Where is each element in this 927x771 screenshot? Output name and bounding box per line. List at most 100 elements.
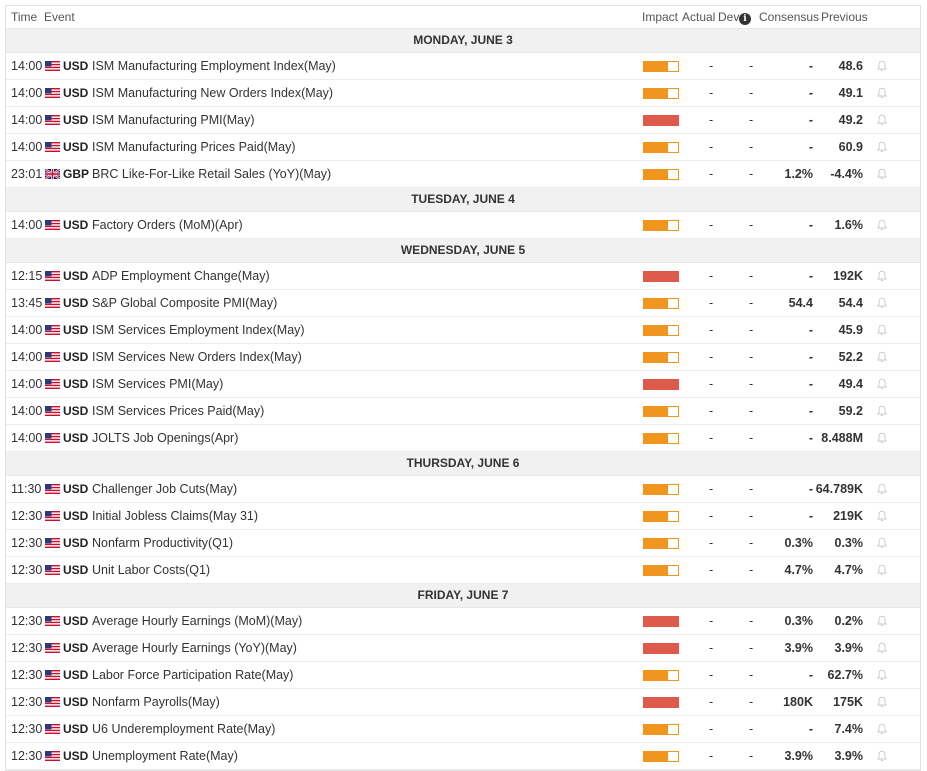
table-row[interactable]: 12:30 USD Labor Force Participation Rate(M… [6, 662, 920, 689]
header-dev[interactable]: Dev [718, 10, 740, 24]
bell-icon[interactable] [876, 483, 888, 495]
bell-icon[interactable] [876, 60, 888, 72]
header-consensus[interactable]: Consensus [759, 10, 820, 24]
bell-icon[interactable] [876, 750, 888, 762]
table-row[interactable]: 14:00 USD ISM Manufacturing PMI(May) - - - 49.… [6, 107, 920, 134]
event-name[interactable]: ISM Services Employment Index(May) [92, 323, 305, 337]
us-flag-icon [45, 643, 60, 653]
table-row[interactable]: 14:00 USD ISM Services Prices Paid(May) - - -… [6, 398, 920, 425]
event-name[interactable]: ISM Manufacturing New Orders Index(May) [92, 86, 334, 100]
event-name[interactable]: Initial Jobless Claims(May 31) [92, 509, 259, 523]
table-row[interactable]: 12:30 USD U6 Underemployment Rate(May) - - - 7… [6, 716, 920, 743]
table-row[interactable]: 14:00 USD ISM Manufacturing Prices Paid(Ma… [6, 134, 920, 161]
table-row[interactable]: 12:30 USD Unit Labor Costs(Q1) - - 4.7% 4.7% [6, 557, 920, 584]
impact-bar [643, 538, 679, 549]
event-name[interactable]: ISM Services New Orders Index(May) [92, 350, 302, 364]
table-row[interactable]: 14:00 USD ISM Manufacturing Employment Ind… [6, 53, 920, 80]
impact-bar [643, 511, 679, 522]
table-row[interactable]: 12:30 USD Unemployment Rate(May) - - 3.9% 3.9% [6, 743, 920, 770]
table-row[interactable]: 13:45 USD S&P Global Composite PMI(May) - - 5… [6, 290, 920, 317]
currency-code: USD [63, 86, 89, 100]
bell-icon[interactable] [876, 270, 888, 282]
bell-icon[interactable] [876, 324, 888, 336]
event-time: 11:30 [11, 482, 42, 496]
header-previous[interactable]: Previous [821, 10, 868, 24]
us-flag-icon [45, 298, 60, 308]
bell-icon[interactable] [876, 141, 888, 153]
day-header: FRIDAY, JUNE 7 [6, 584, 920, 608]
bell-icon[interactable] [876, 378, 888, 390]
event-time: 12:30 [11, 668, 43, 682]
table-row[interactable]: 12:30 USD Initial Jobless Claims(May 31) - -… [6, 503, 920, 530]
bell-icon[interactable] [876, 114, 888, 126]
header-impact[interactable]: Impact [642, 10, 679, 24]
event-name[interactable]: Factory Orders (MoM)(Apr) [92, 218, 243, 232]
event-name[interactable]: Average Hourly Earnings (YoY)(May) [92, 641, 297, 655]
table-row[interactable]: 12:15 USD ADP Employment Change(May) - - - 192… [6, 263, 920, 290]
table-row[interactable]: 14:00 USD ISM Services Employment Index(Ma… [6, 317, 920, 344]
us-flag-icon [45, 670, 60, 680]
event-name[interactable]: Unit Labor Costs(Q1) [92, 563, 211, 577]
event-name[interactable]: Nonfarm Payrolls(May) [92, 695, 220, 709]
consensus-value: - [808, 404, 813, 418]
event-name[interactable]: BRC Like-For-Like Retail Sales (YoY)(May… [92, 167, 332, 181]
bell-icon[interactable] [876, 219, 888, 231]
event-name[interactable]: ISM Services PMI(May) [92, 377, 224, 391]
table-row[interactable]: 12:30 USD Nonfarm Payrolls(May) - - 180K 175K [6, 689, 920, 716]
header-actual[interactable]: Actual [682, 10, 716, 24]
event-name[interactable]: ISM Manufacturing PMI(May) [92, 113, 255, 127]
us-flag-icon [45, 511, 60, 521]
bell-icon[interactable] [876, 168, 888, 180]
event-time: 14:00 [11, 431, 43, 445]
uk-flag-icon [45, 169, 60, 179]
event-name[interactable]: S&P Global Composite PMI(May) [92, 296, 278, 310]
impact-bar [643, 88, 679, 99]
bell-icon[interactable] [876, 432, 888, 444]
bell-icon[interactable] [876, 537, 888, 549]
deviation-value: - [749, 269, 754, 283]
event-name[interactable]: Challenger Job Cuts(May) [92, 482, 238, 496]
event-name[interactable]: Average Hourly Earnings (MoM)(May) [92, 614, 303, 628]
bell-icon[interactable] [876, 87, 888, 99]
bell-icon[interactable] [876, 669, 888, 681]
consensus-value: - [808, 323, 813, 337]
table-row[interactable]: 14:00 USD Factory Orders (MoM)(Apr) - - - 1.6% [6, 212, 920, 239]
bell-icon[interactable] [876, 351, 888, 363]
event-name[interactable]: ADP Employment Change(May) [92, 269, 270, 283]
table-row[interactable]: 14:00 USD ISM Services New Orders Index(Ma… [6, 344, 920, 371]
event-name[interactable]: ISM Manufacturing Employment Index(May) [92, 59, 336, 73]
table-row[interactable]: 12:30 USD Average Hourly Earnings (MoM)(Ma… [6, 608, 920, 635]
table-row[interactable]: 14:00 USD ISM Services PMI(May) - - - 49.4 [6, 371, 920, 398]
bell-icon[interactable] [876, 723, 888, 735]
table-row[interactable]: 12:30 USD Nonfarm Productivity(Q1) - - 0.3% 0.… [6, 530, 920, 557]
header-event[interactable]: Event [44, 10, 75, 24]
table-row[interactable]: 14:00 USD JOLTS Job Openings(Apr) - - -8.488M [6, 425, 920, 452]
table-row[interactable]: 12:30 USD Average Hourly Earnings (YoY)(Ma… [6, 635, 920, 662]
event-name[interactable]: ISM Manufacturing Prices Paid(May) [92, 140, 296, 154]
us-flag-icon [45, 352, 60, 362]
bell-icon[interactable] [876, 297, 888, 309]
table-row[interactable]: 11:30 USD Challenger Job Cuts(May) - - -64.78… [6, 476, 920, 503]
deviation-value: - [749, 641, 754, 655]
table-row[interactable]: 23:01 GBP BRC Like-For-Like Retail Sales (… [6, 161, 920, 188]
event-name[interactable]: JOLTS Job Openings(Apr) [92, 431, 239, 445]
bell-icon[interactable] [876, 642, 888, 654]
bell-icon[interactable] [876, 564, 888, 576]
table-row[interactable]: 14:00 USD ISM Manufacturing New Orders Ind… [6, 80, 920, 107]
bell-icon[interactable] [876, 696, 888, 708]
consensus-value: 0.3% [784, 536, 814, 550]
event-name[interactable]: ISM Services Prices Paid(May) [92, 404, 265, 418]
actual-value: - [709, 218, 714, 232]
bell-icon[interactable] [876, 510, 888, 522]
event-name[interactable]: Labor Force Participation Rate(May) [92, 668, 294, 682]
event-time: 12:30 [11, 722, 43, 736]
bell-icon[interactable] [876, 615, 888, 627]
bell-icon[interactable] [876, 405, 888, 417]
event-name[interactable]: Unemployment Rate(May) [92, 749, 238, 763]
header-time[interactable]: Time [11, 10, 38, 24]
currency-code: USD [63, 113, 89, 127]
event-name[interactable]: U6 Underemployment Rate(May) [92, 722, 276, 736]
event-name[interactable]: Nonfarm Productivity(Q1) [92, 536, 234, 550]
consensus-value: 4.7% [784, 563, 814, 577]
us-flag-icon [45, 61, 60, 71]
